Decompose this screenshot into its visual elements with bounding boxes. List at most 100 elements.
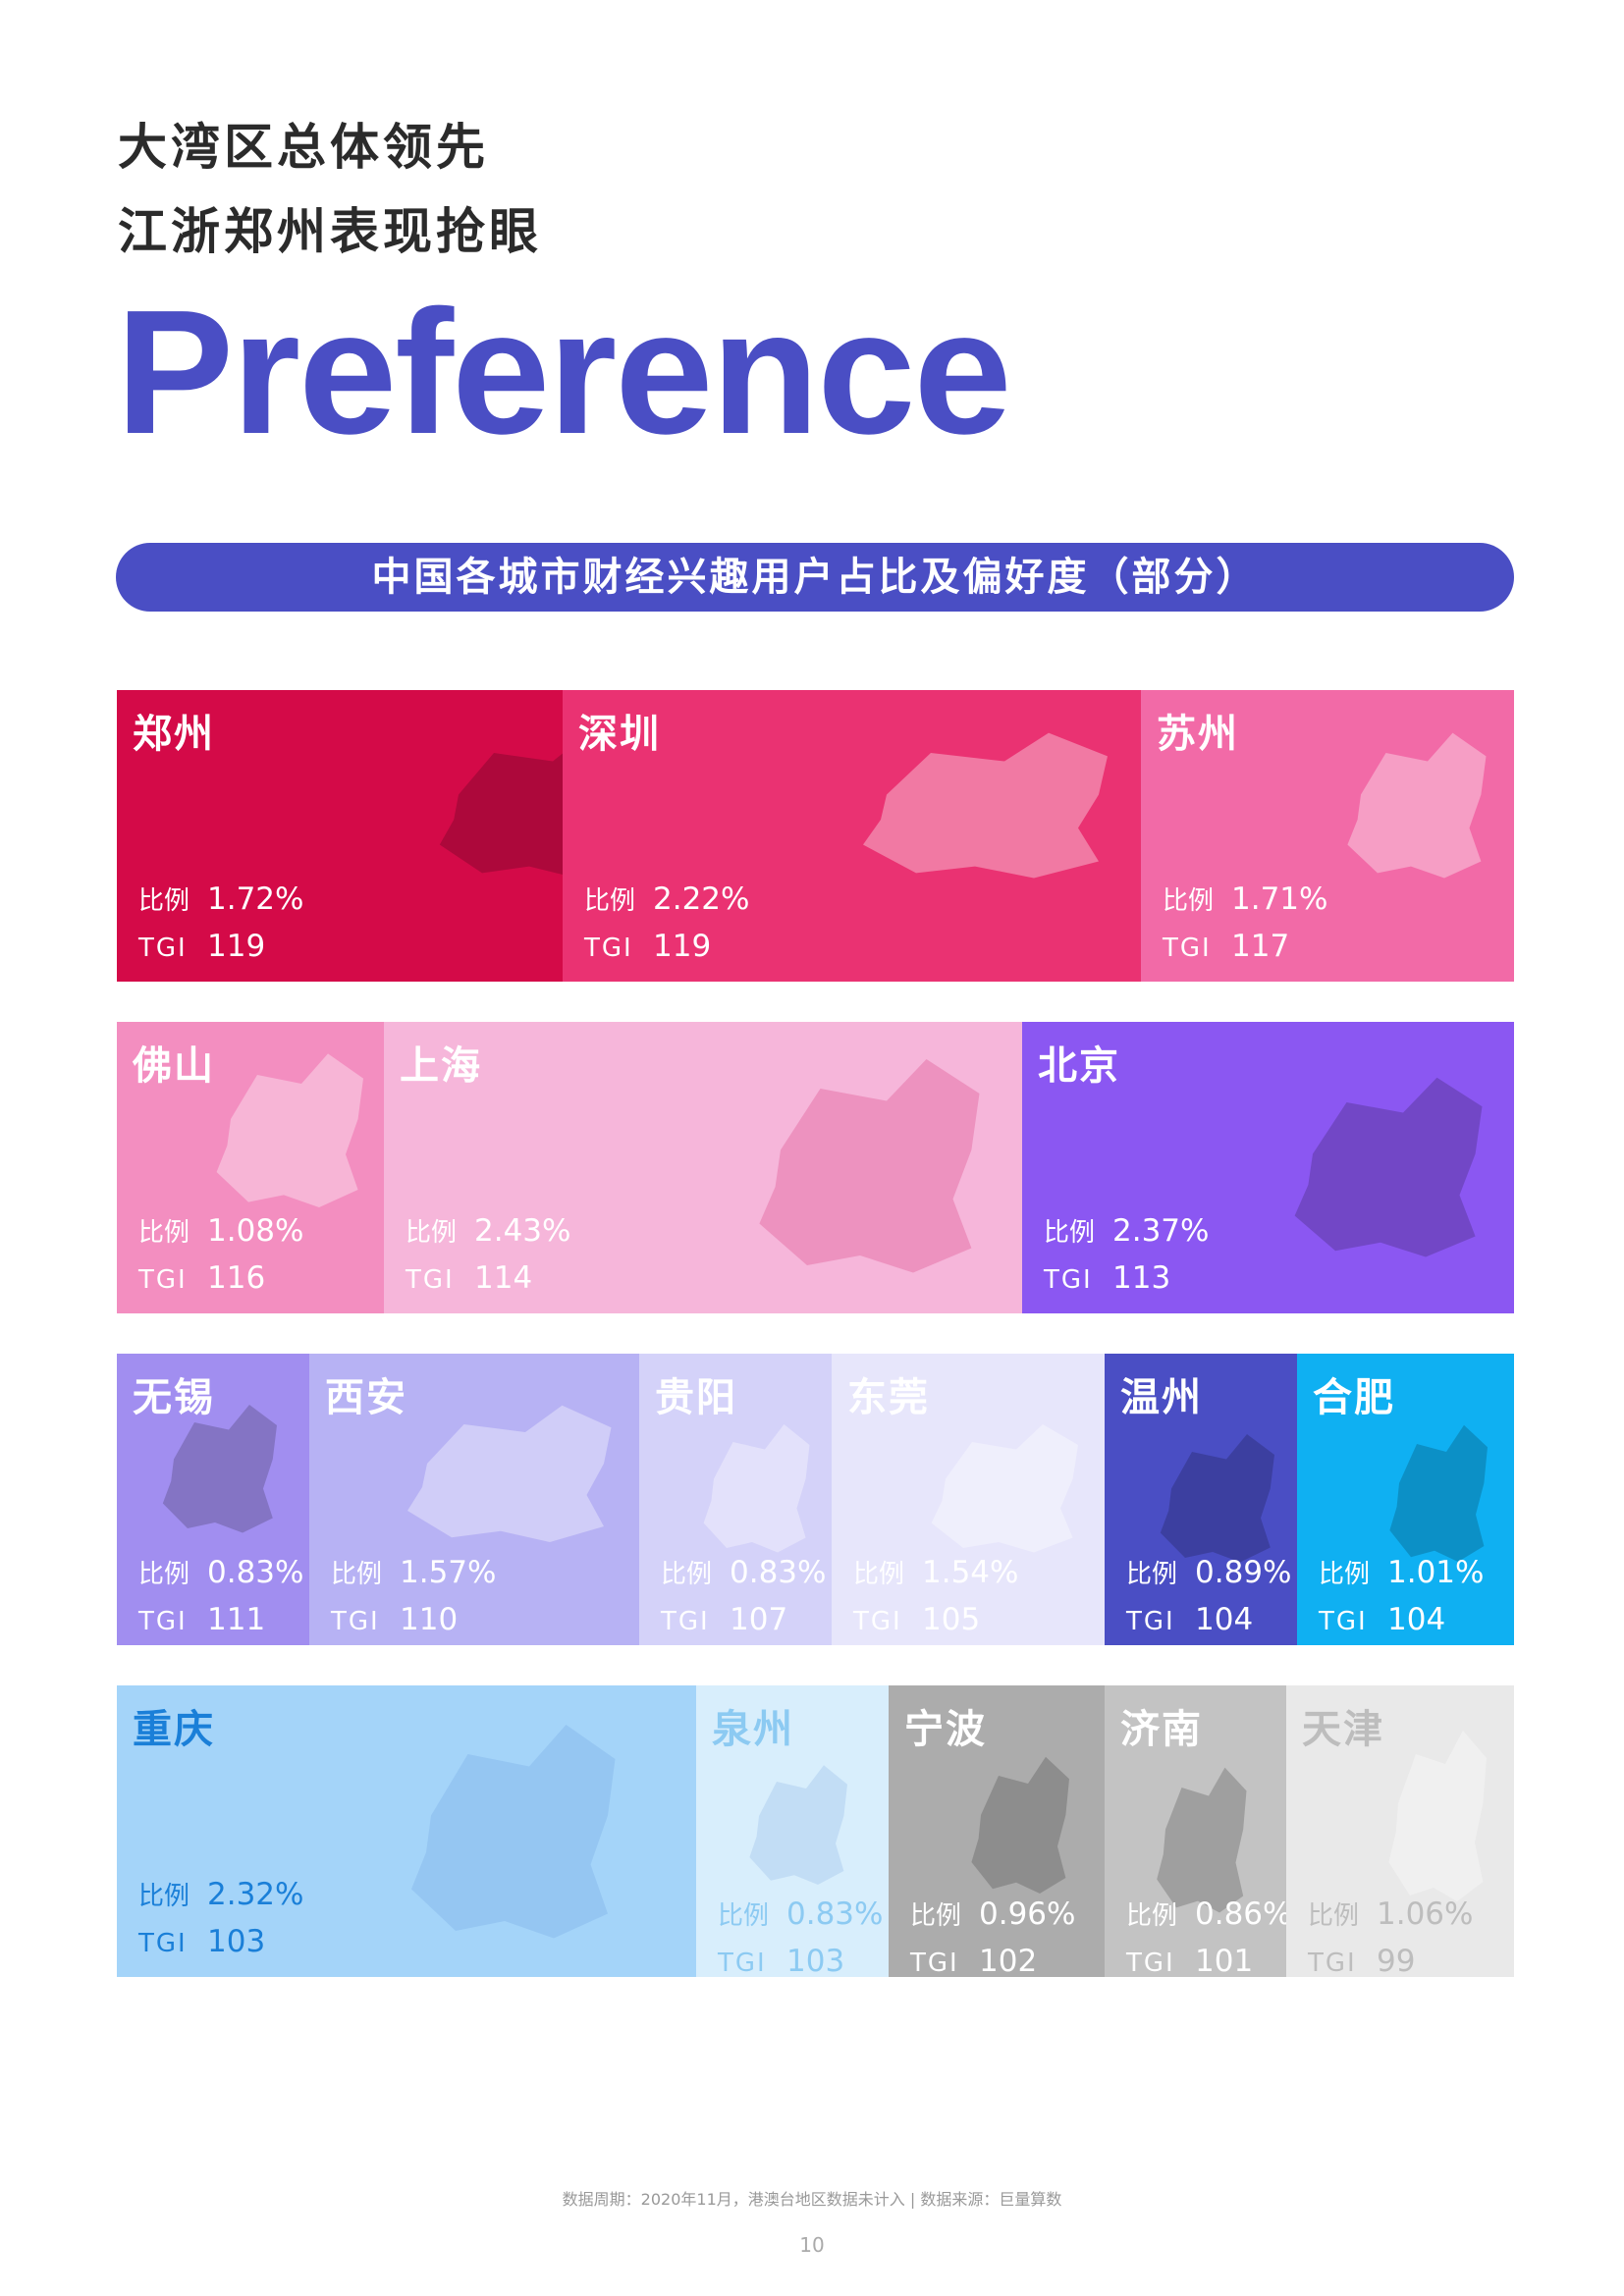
city-name: 西安 xyxy=(325,1375,407,1420)
city-name: 东莞 xyxy=(847,1375,930,1420)
city-stats: 比例 0.83% TGI 103 xyxy=(718,1892,883,1977)
tgi-value: 119 xyxy=(207,929,266,964)
city-map-silhouette xyxy=(216,1053,363,1207)
city-stats: 比例 0.83% TGI 111 xyxy=(138,1550,303,1644)
ratio-value: 2.32% xyxy=(207,1877,304,1912)
ratio-label: 比例 xyxy=(406,1218,458,1248)
ratio-label: 比例 xyxy=(138,886,190,916)
ratio-label: 比例 xyxy=(661,1560,713,1589)
tgi-label: TGI xyxy=(331,1607,380,1636)
city-stats: 比例 2.32% TGI 103 xyxy=(138,1872,303,1966)
city-stats: 比例 2.43% TGI 114 xyxy=(406,1208,570,1303)
city-tile: 重庆 比例 2.32% TGI 103 xyxy=(117,1685,696,1977)
ratio-value: 0.83% xyxy=(730,1555,827,1590)
city-map-silhouette xyxy=(1389,1424,1488,1562)
ratio-label: 比例 xyxy=(853,1560,905,1589)
tgi-value: 102 xyxy=(979,1944,1038,1977)
city-name: 泉州 xyxy=(712,1707,794,1752)
ratio-value: 1.57% xyxy=(400,1555,497,1590)
ratio-value: 1.72% xyxy=(207,881,304,917)
tgi-label: TGI xyxy=(853,1607,902,1636)
ratio-value: 0.83% xyxy=(786,1896,884,1932)
city-stats: 比例 0.89% TGI 104 xyxy=(1126,1550,1291,1644)
city-tile: 温州比例 0.89% TGI 104 xyxy=(1105,1354,1297,1645)
city-map-silhouette xyxy=(703,1424,810,1553)
city-map-silhouette xyxy=(1157,1767,1247,1913)
preference-title: Preference xyxy=(116,274,1012,471)
tgi-value: 116 xyxy=(207,1260,266,1296)
city-tile: 佛山比例 1.08% TGI 116 xyxy=(117,1022,384,1313)
city-tile: 北京 比例 2.37% TGI 113 xyxy=(1022,1022,1514,1313)
page-number: 10 xyxy=(799,2233,825,2257)
city-tile: 泉州比例 0.83% TGI 103 xyxy=(696,1685,889,1977)
city-name: 北京 xyxy=(1038,1043,1120,1089)
city-tile: 宁波 比例 0.96% TGI 102 xyxy=(889,1685,1105,1977)
ratio-value: 1.08% xyxy=(207,1213,304,1249)
headline-line-1: 大湾区总体领先 xyxy=(118,119,489,176)
city-stats: 比例 1.71% TGI 117 xyxy=(1163,877,1327,971)
tgi-label: TGI xyxy=(138,1607,188,1636)
tgi-label: TGI xyxy=(584,934,633,963)
tgi-label: TGI xyxy=(1126,1607,1175,1636)
tgi-value: 105 xyxy=(922,1602,981,1637)
footnote: 数据周期：2020年11月，港澳台地区数据未计入 | 数据来源：巨量算数 xyxy=(562,2190,1062,2209)
city-tile: 天津 比例 1.06% TGI 99 xyxy=(1286,1685,1514,1977)
city-map-silhouette xyxy=(931,1424,1078,1553)
ratio-label: 比例 xyxy=(1126,1560,1178,1589)
ratio-value: 2.43% xyxy=(474,1213,571,1249)
tgi-value: 110 xyxy=(400,1602,459,1637)
tgi-value: 117 xyxy=(1231,929,1290,964)
ratio-value: 0.89% xyxy=(1195,1555,1292,1590)
city-tile: 深圳比例 2.22% TGI 119 xyxy=(563,690,1141,982)
tgi-value: 107 xyxy=(730,1602,788,1637)
tgi-label: TGI xyxy=(910,1949,959,1977)
tgi-label: TGI xyxy=(1044,1265,1093,1295)
city-map-silhouette xyxy=(1160,1434,1274,1563)
tgi-value: 113 xyxy=(1112,1260,1171,1296)
ratio-label: 比例 xyxy=(138,1218,190,1248)
ratio-label: 比例 xyxy=(331,1560,383,1589)
tgi-label: TGI xyxy=(1319,1607,1368,1636)
tgi-value: 101 xyxy=(1195,1944,1254,1977)
ratio-label: 比例 xyxy=(1319,1560,1371,1589)
tgi-value: 104 xyxy=(1195,1602,1254,1637)
ratio-value: 0.83% xyxy=(207,1555,304,1590)
city-name: 温州 xyxy=(1120,1375,1203,1420)
city-tile: 苏州 比例 1.71% TGI 117 xyxy=(1141,690,1514,982)
city-map-silhouette xyxy=(971,1756,1069,1894)
tgi-label: TGI xyxy=(1163,934,1212,963)
city-stats: 比例 0.86% TGI 101 xyxy=(1126,1892,1286,1977)
tgi-label: TGI xyxy=(1126,1949,1175,1977)
ratio-label: 比例 xyxy=(584,886,636,916)
city-name: 重庆 xyxy=(133,1707,215,1752)
ratio-value: 0.96% xyxy=(979,1896,1076,1932)
city-name: 佛山 xyxy=(133,1043,215,1089)
tgi-value: 104 xyxy=(1387,1602,1446,1637)
tgi-label: TGI xyxy=(138,1265,188,1295)
tgi-label: TGI xyxy=(661,1607,710,1636)
city-map-silhouette xyxy=(411,1725,616,1939)
city-tile: 合肥 比例 1.01% TGI 104 xyxy=(1297,1354,1514,1645)
ratio-label: 比例 xyxy=(138,1882,190,1911)
tgi-label: TGI xyxy=(138,1929,188,1958)
city-tile: 无锡 比例 0.83% TGI 111 xyxy=(117,1354,309,1645)
city-name: 深圳 xyxy=(578,712,661,757)
city-stats: 比例 1.57% TGI 110 xyxy=(331,1550,496,1644)
ratio-label: 比例 xyxy=(138,1560,190,1589)
ratio-value: 0.86% xyxy=(1195,1896,1286,1932)
city-name: 天津 xyxy=(1302,1707,1384,1752)
headline-line-2: 江浙郑州表现抢眼 xyxy=(118,203,542,260)
ratio-value: 1.54% xyxy=(922,1555,1019,1590)
city-name: 郑州 xyxy=(133,712,215,757)
city-name: 苏州 xyxy=(1157,712,1239,757)
city-tile: 贵阳 比例 0.83% TGI 107 xyxy=(639,1354,832,1645)
tgi-value: 111 xyxy=(207,1602,266,1637)
city-stats: 比例 1.54% TGI 105 xyxy=(853,1550,1018,1644)
city-map-silhouette xyxy=(1294,1077,1483,1257)
city-stats: 比例 0.96% TGI 102 xyxy=(910,1892,1075,1977)
city-stats: 比例 2.22% TGI 119 xyxy=(584,877,749,971)
city-tile: 济南 比例 0.86% TGI 101 xyxy=(1105,1685,1286,1977)
ratio-value: 1.01% xyxy=(1387,1555,1485,1590)
tgi-label: TGI xyxy=(138,934,188,963)
tgi-value: 114 xyxy=(474,1260,533,1296)
